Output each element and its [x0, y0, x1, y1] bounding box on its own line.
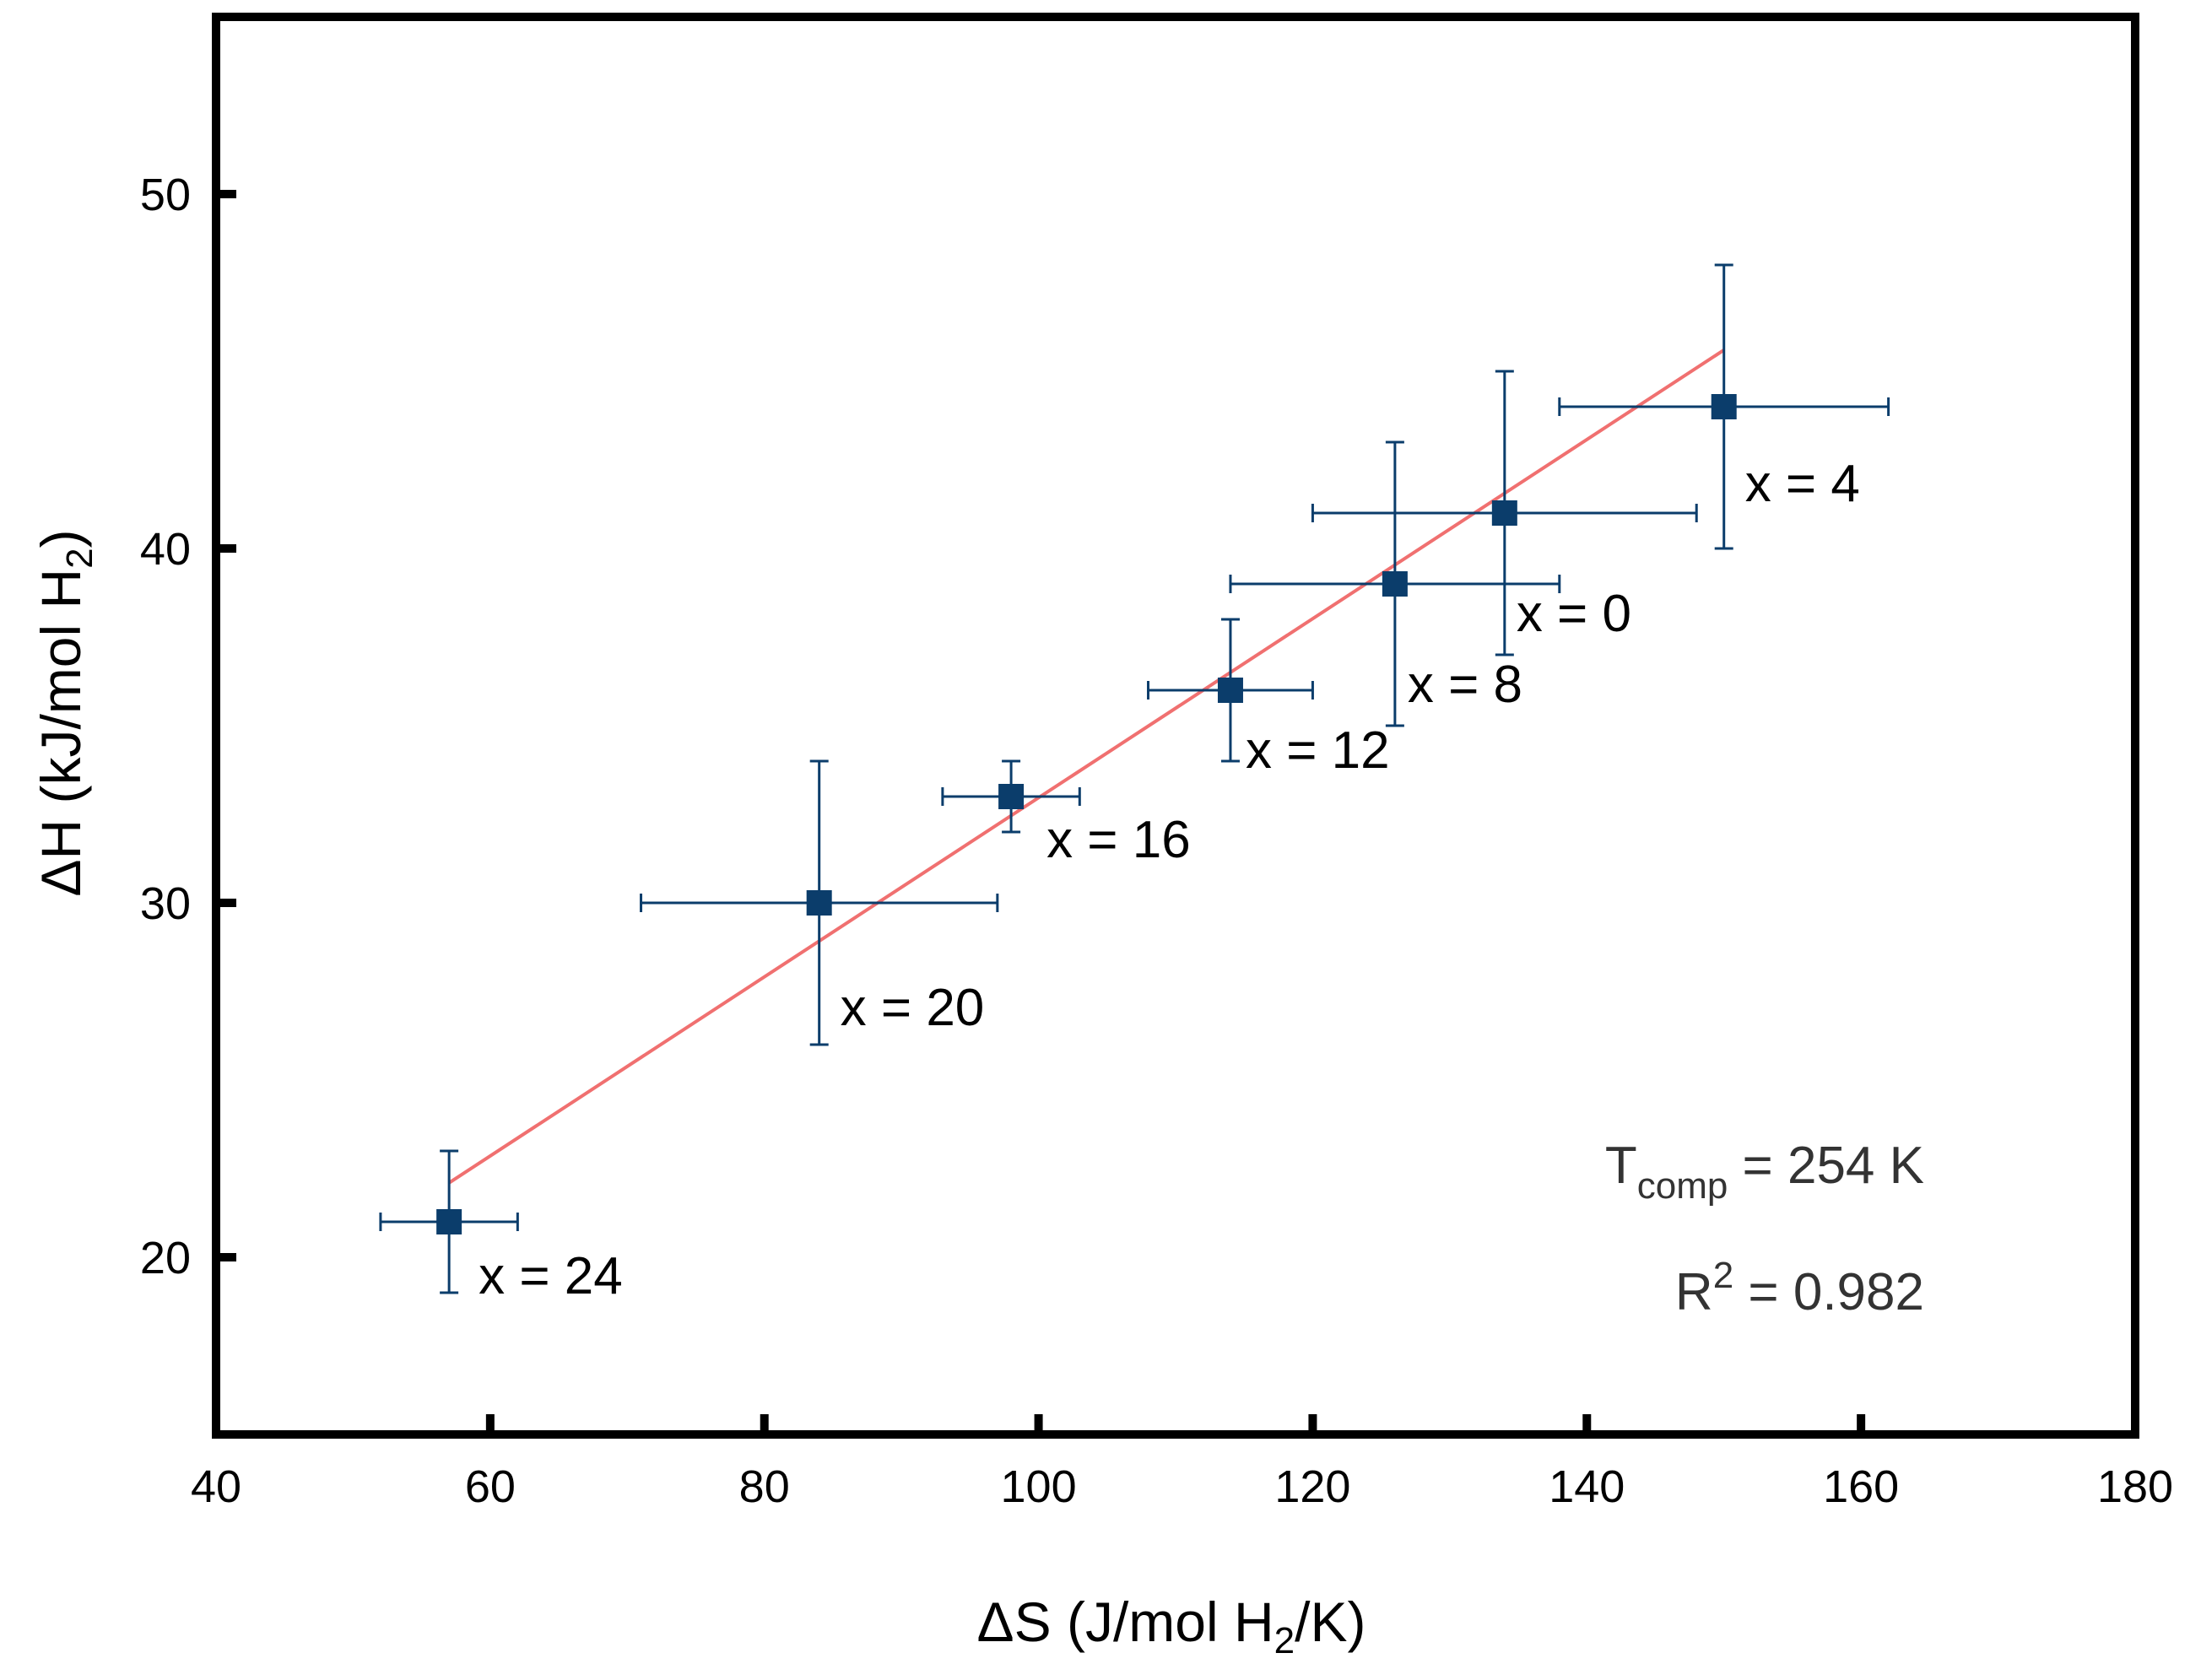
data-marker	[1711, 394, 1737, 419]
data-marker	[1382, 571, 1408, 597]
fit-line	[448, 348, 1725, 1185]
data-marker	[1491, 500, 1517, 526]
x-axis-title: ΔS (J/mol H2/K)	[977, 1591, 1366, 1661]
data-marker	[998, 784, 1025, 809]
data-marker	[436, 1209, 462, 1234]
point-label: x = 0	[1517, 585, 1631, 643]
point-label: x = 4	[1745, 455, 1860, 513]
data-point-5	[1311, 370, 1698, 656]
y-tick-label: 30	[140, 878, 191, 929]
data-marker	[806, 890, 832, 916]
x-tick-label: 80	[739, 1461, 790, 1512]
r2-annotation: R2 = 0.982	[1675, 1255, 1924, 1321]
y-tick-label: 50	[140, 170, 191, 220]
x-tick-label: 180	[2097, 1461, 2173, 1512]
y-tick-label: 20	[140, 1233, 191, 1283]
x-tick-label: 140	[1549, 1461, 1625, 1512]
point-label: x = 24	[479, 1247, 623, 1305]
data-point-0	[379, 1149, 519, 1294]
x-tick-label: 60	[465, 1461, 516, 1512]
x-tick-label: 100	[1001, 1461, 1077, 1512]
x-tick-label: 120	[1274, 1461, 1350, 1512]
data-marker	[1217, 678, 1243, 703]
y-tick-label: 40	[140, 524, 191, 575]
plot-frame	[212, 13, 2139, 1439]
point-label: x = 16	[1046, 811, 1191, 869]
tcomp-annotation: Tcomp = 254 K	[1605, 1137, 1924, 1207]
data-point-6	[1558, 263, 1890, 550]
data-point-3	[1147, 618, 1314, 763]
data-point-2	[941, 759, 1081, 834]
point-label: x = 12	[1246, 721, 1390, 780]
point-label: x = 20	[841, 979, 985, 1037]
point-label: x = 8	[1408, 656, 1522, 714]
x-tick-label: 160	[1823, 1461, 1899, 1512]
x-tick-label: 40	[191, 1461, 241, 1512]
data-point-1	[640, 759, 999, 1046]
y-axis-title: ΔH (kJ/mol H2)	[30, 529, 100, 896]
